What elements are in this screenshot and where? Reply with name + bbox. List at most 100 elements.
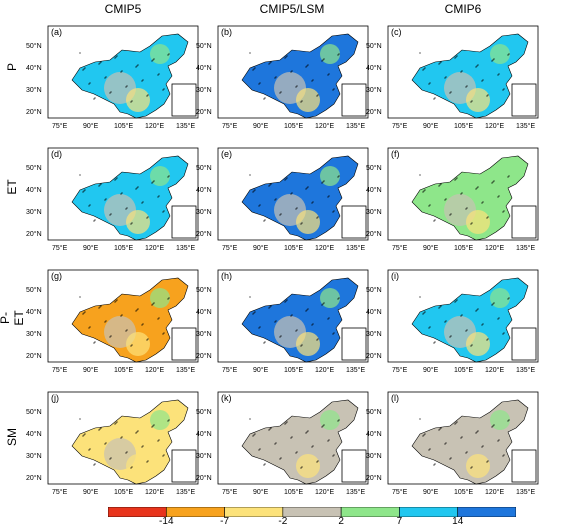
significance-dot [258,83,260,85]
significance-dot [471,222,473,224]
lon-tick-label: 135°E [346,366,365,374]
significance-dot [151,304,153,306]
significance-dot [105,198,107,200]
significance-dot [290,437,292,439]
panel-label: (f) [391,149,400,159]
significance-dot [423,190,425,192]
significance-dot [445,76,447,78]
significance-dot [249,174,251,176]
lon-tick-label: 90°E [423,122,439,130]
lon-tick-label: 105°E [114,488,133,496]
significance-dot [168,297,170,299]
significance-dot [116,299,118,301]
significance-dot [502,89,504,91]
significance-dot [136,187,138,189]
significance-dot [333,332,335,334]
lat-tick-label: 20°N [26,108,42,116]
lat-tick-label: 50°N [26,408,42,416]
significance-dot [429,448,431,450]
significance-dot [280,457,282,459]
field-patch [490,288,510,308]
significance-dot [422,435,424,437]
column-title-cmip5: CMIP5 [104,2,142,16]
significance-dot [301,100,303,102]
significance-dot [93,464,95,466]
significance-dot [88,449,90,451]
significance-dot [456,299,458,301]
significance-dot [120,71,122,73]
significance-dot [279,458,281,460]
significance-dot [110,457,112,459]
significance-dot [306,431,308,433]
map-panel: (k) 20°N 30°N 40°N 50°N 75°E 90°E 105°E 120°E 135… [196,384,378,506]
significance-dot [254,311,256,313]
south-china-sea-inset [341,205,367,239]
significance-dot [135,310,137,312]
significance-dot [131,344,133,346]
significance-dot [285,422,287,424]
significance-dot [83,68,85,70]
significance-dot [493,58,495,60]
lon-tick-label: 135°E [516,122,535,130]
significance-dot [114,57,116,59]
colorbar-tick-label: -7 [220,516,230,527]
significance-dot [291,436,293,438]
significance-dot [482,79,484,81]
significance-dot [332,89,334,91]
significance-dot [115,178,117,180]
significance-dot [317,460,319,462]
significance-dot [440,305,442,307]
significance-dot [322,425,324,427]
significance-dot [142,323,144,325]
significance-dot [323,302,325,304]
significance-dot [116,177,118,179]
significance-dot [249,296,251,298]
lat-tick-label: 30°N [366,208,382,216]
significance-dot [295,208,297,210]
significance-dot [258,449,260,451]
significance-dot [424,311,426,313]
significance-dot [157,440,159,442]
significance-dot [84,433,86,435]
significance-dot [419,174,421,176]
significance-dot [306,187,308,189]
significance-dot [290,315,292,317]
lon-tick-label: 90°E [423,488,439,496]
significance-dot [158,73,160,75]
significance-dot [167,298,169,300]
significance-dot [424,189,426,191]
significance-dot [82,313,84,315]
lon-tick-label: 105°E [114,366,133,374]
significance-dot [491,304,493,306]
significance-dot [109,214,111,216]
significance-dot [503,210,505,212]
significance-dot [444,77,446,79]
lon-tick-label: 135°E [176,488,195,496]
significance-dot [332,211,334,213]
significance-dot [493,180,495,182]
significance-dot [440,183,442,185]
significance-dot [471,344,473,346]
significance-dot [291,314,293,316]
significance-dot [126,329,128,331]
lon-tick-label: 120°E [315,488,334,496]
significance-dot [333,454,335,456]
significance-dot [312,445,314,447]
map-svg: (i) 20°N 30°N 40°N 50°N 75°E 90°E 105°E 120°E 135… [366,269,539,374]
significance-dot [168,419,170,421]
significance-dot [105,76,107,78]
significance-dot [163,210,165,212]
significance-dot [142,445,144,447]
lat-tick-label: 50°N [26,164,42,172]
significance-dot [482,323,484,325]
significance-dot [121,192,123,194]
lon-tick-label: 135°E [176,244,195,252]
significance-dot [131,100,133,102]
significance-dot [109,92,111,94]
lon-tick-label: 90°E [83,122,99,130]
significance-dot [423,434,425,436]
significance-dot [285,300,287,302]
south-china-sea-inset [511,449,537,483]
significance-dot [471,100,473,102]
lat-tick-label: 20°N [366,352,382,360]
